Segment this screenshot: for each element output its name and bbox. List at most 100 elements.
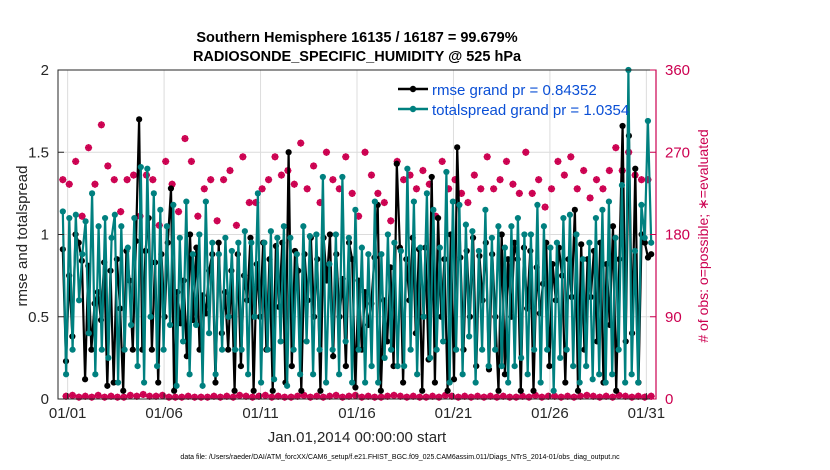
totalspread-point: [280, 223, 287, 230]
obs-evaluated-point: [277, 171, 286, 179]
obs-evaluated-point: [422, 393, 430, 401]
obs-evaluated-point: [97, 121, 106, 129]
obs-evaluated-point: [576, 392, 585, 400]
totalspread-point: [114, 379, 122, 386]
totalspread-point: [628, 371, 635, 378]
rmse-point: [619, 122, 626, 130]
totalspread-point: [391, 239, 398, 246]
obs-evaluated-point: [348, 189, 356, 197]
totalspread-point: [563, 346, 570, 353]
y2-tick-label: 90: [665, 309, 682, 326]
totalspread-point: [98, 346, 105, 353]
totalspread-point: [271, 376, 278, 383]
obs-evaluated-point: [322, 148, 331, 156]
totalspread-point: [495, 223, 502, 230]
obs-evaluated-point: [264, 176, 273, 184]
totalspread-point: [101, 214, 109, 222]
totalspread-point: [336, 371, 343, 378]
totalspread-point: [638, 201, 645, 208]
obs-evaluated-point: [637, 176, 646, 184]
totalspread-point: [241, 228, 248, 235]
obs-evaluated-point: [528, 189, 536, 197]
rmse-point: [454, 144, 461, 151]
obs-evaluated-point: [210, 392, 218, 400]
rmse-point: [231, 387, 238, 394]
obs-evaluated-point: [448, 392, 456, 400]
totalspread-point: [248, 239, 255, 246]
obs-evaluated-point: [197, 393, 205, 401]
obs-evaluated-point: [239, 153, 247, 161]
obs-evaluated-point: [226, 166, 234, 175]
totalspread-line: [61, 68, 653, 392]
obs-evaluated-point: [313, 392, 321, 400]
obs-evaluated-point: [525, 393, 533, 401]
totalspread-point: [313, 231, 320, 238]
obs-evaluated-point: [573, 185, 581, 193]
rmse-point: [352, 384, 359, 391]
obs-evaluated-point: [335, 185, 343, 193]
obs-evaluated-point: [480, 393, 488, 401]
totalspread-point: [303, 338, 310, 345]
obs-evaluated-point: [567, 153, 575, 161]
totalspread-point: [579, 256, 587, 263]
obs-evaluated-point: [403, 393, 411, 401]
rmse-point: [212, 379, 219, 386]
totalspread-point: [501, 244, 509, 251]
obs-evaluated-point: [191, 393, 199, 401]
totalspread-point: [566, 211, 574, 218]
rmse-point: [110, 379, 117, 386]
totalspread-point: [462, 221, 469, 228]
obs-evaluated-point: [146, 392, 154, 400]
totalspread-point: [293, 251, 300, 258]
obs-evaluated-point: [435, 393, 443, 401]
totalspread-point: [599, 206, 606, 213]
totalspread-point: [488, 234, 495, 241]
obs-evaluated-point: [207, 176, 215, 184]
obs-evaluated-point: [512, 393, 520, 401]
totalspread-point: [355, 346, 362, 353]
obs-evaluated-point: [94, 391, 102, 399]
totalspread-point: [557, 354, 564, 361]
obs-evaluated-point: [88, 393, 96, 401]
rmse-point: [609, 223, 617, 230]
obs-evaluated-point: [464, 198, 472, 207]
rmse-point: [167, 185, 175, 192]
obs-evaluated-point: [425, 180, 433, 188]
totalspread-point: [436, 244, 443, 251]
totalspread-point: [192, 321, 200, 329]
totalspread-point: [514, 214, 522, 222]
obs-evaluated-point: [245, 198, 253, 207]
rmse-point: [247, 234, 254, 241]
chart-title: Southern Hemisphere 16135 / 16187 = 99.6…: [196, 30, 517, 46]
totalspread-point: [254, 190, 261, 197]
obs-evaluated-point: [470, 171, 478, 179]
totalspread-point: [267, 228, 274, 235]
obs-evaluated-point: [361, 148, 369, 156]
y2-tick-label: 360: [665, 62, 690, 79]
obs-evaluated-point: [158, 391, 167, 399]
totalspread-point: [105, 354, 112, 361]
rmse-point: [562, 379, 569, 386]
totalspread-point: [153, 363, 161, 370]
obs-evaluated-point: [355, 212, 363, 220]
obs-evaluated-point: [236, 391, 244, 399]
x-tick-label: 01/11: [242, 405, 278, 422]
rmse-point: [498, 231, 505, 238]
totalspread-point: [401, 363, 408, 370]
totalspread-point: [144, 165, 151, 172]
totalspread-point: [482, 206, 489, 213]
obs-evaluated-point: [213, 217, 221, 225]
totalspread-point: [349, 379, 356, 386]
totalspread-point: [261, 239, 268, 246]
legend-totalspread-label: totalspread grand pr = 1.0354: [432, 102, 629, 119]
y-tick-label: 1: [41, 227, 49, 244]
obs-evaluated-point: [380, 198, 388, 207]
obs-evaluated-point: [621, 392, 630, 400]
obs-evaluated-point: [59, 176, 67, 184]
obs-evaluated-point: [232, 221, 241, 229]
obs-evaluated-point: [133, 392, 141, 400]
obs-evaluated-point: [467, 393, 475, 401]
obs-evaluated-point: [583, 391, 591, 399]
obs-evaluated-point: [297, 139, 305, 147]
obs-evaluated-point: [499, 392, 507, 400]
